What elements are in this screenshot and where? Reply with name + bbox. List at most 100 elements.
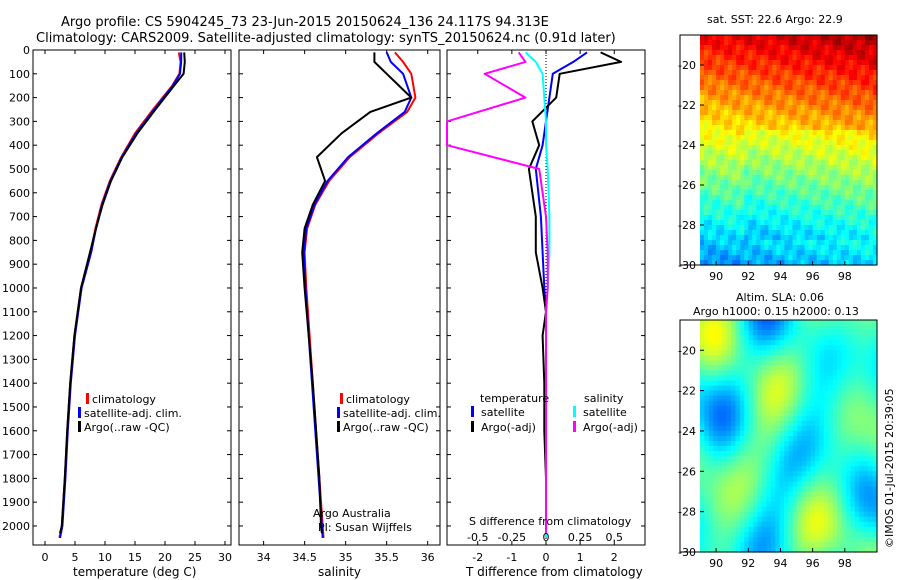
map-cell: [846, 526, 852, 533]
map-cell: [848, 45, 854, 51]
map-cell: [816, 220, 822, 226]
map-cell: [752, 100, 757, 106]
map-cell: [772, 130, 778, 136]
map-cell: [700, 85, 705, 91]
map-cell: [700, 150, 705, 156]
salinity-depth-ticks: [239, 49, 440, 527]
map-cell: [810, 340, 816, 346]
map-cell: [810, 350, 816, 356]
map-cell: [712, 95, 717, 101]
map-cell: [780, 200, 786, 206]
map-cell: [837, 446, 843, 452]
map-cell: [722, 390, 728, 397]
difference-xlabel: T difference from climatology: [465, 565, 643, 579]
map-cell: [812, 210, 818, 216]
map-cell: [764, 260, 769, 266]
map-cell: [722, 456, 728, 462]
map-cell: [766, 365, 772, 372]
map-cell: [788, 135, 794, 141]
map-cell: [713, 536, 719, 543]
map-cell: [780, 135, 786, 141]
map-cell: [704, 405, 710, 412]
map-cell: [872, 360, 878, 366]
map-cell: [820, 140, 826, 146]
map-cell: [863, 390, 869, 397]
map-y-tick-label: -30: [678, 259, 696, 272]
map-cell: [832, 466, 838, 472]
map-cell: [753, 385, 759, 392]
map-cell: [841, 456, 847, 462]
map-cell: [775, 506, 781, 513]
map-cell: [708, 160, 713, 166]
map-cell: [800, 165, 806, 171]
map-cell: [844, 50, 850, 56]
y-tick-label: 1100: [2, 306, 30, 319]
map-cell: [726, 405, 732, 412]
map-cell: [828, 496, 834, 503]
map-cell: [872, 526, 878, 533]
map-cell: [800, 45, 806, 51]
map-cell: [720, 155, 725, 161]
map-cell: [744, 451, 750, 457]
map-cell: [761, 410, 767, 417]
map-cell: [854, 516, 860, 523]
map-cell: [844, 70, 850, 76]
map-cell: [760, 255, 765, 261]
map-cell: [732, 150, 737, 156]
map-cell: [820, 225, 826, 231]
map-cell: [824, 125, 830, 131]
map-cell: [819, 395, 825, 402]
map-cell: [739, 395, 745, 402]
map-cell: [708, 45, 713, 51]
map-cell: [804, 170, 810, 176]
map-x-tick-label: 90: [709, 557, 723, 570]
map-cell: [819, 461, 825, 467]
map-cell: [868, 441, 874, 447]
map-cell: [757, 546, 763, 553]
map-cell: [768, 255, 774, 261]
map-cell: [704, 496, 710, 503]
map-cell: [744, 75, 749, 81]
map-cell: [756, 175, 761, 181]
map-cell: [744, 360, 750, 366]
map-cell: [780, 160, 786, 166]
map-cell: [700, 491, 706, 498]
map-cell: [841, 335, 847, 341]
map-cell: [761, 335, 767, 341]
map-cell: [840, 85, 846, 91]
map-cell: [812, 160, 818, 166]
map-cell: [872, 325, 878, 331]
map-cell: [726, 461, 732, 467]
map-cell: [704, 430, 710, 437]
map-cell: [796, 35, 802, 41]
map-cell: [766, 466, 772, 472]
map-cell: [744, 441, 750, 447]
map-cell: [728, 210, 733, 216]
map-cell: [780, 190, 786, 196]
map-cell: [780, 175, 786, 181]
map-cell: [753, 446, 759, 452]
map-cell: [728, 235, 733, 241]
map-cell: [704, 380, 710, 387]
map-cell: [748, 491, 754, 498]
map-cell: [846, 405, 852, 412]
map-cell: [732, 175, 737, 181]
map-cell: [837, 385, 843, 392]
map-cell: [700, 456, 706, 462]
map-cell: [828, 70, 834, 76]
map-cell: [852, 145, 858, 151]
map-cell: [800, 65, 806, 71]
map-cell: [841, 471, 847, 477]
map-cell: [775, 446, 781, 452]
map-cell: [852, 235, 858, 241]
map-cell: [828, 456, 834, 462]
map-cell: [717, 481, 723, 488]
map-cell: [792, 400, 798, 407]
map-cell: [764, 120, 769, 126]
map-cell: [760, 130, 765, 136]
map-cell: [775, 355, 781, 361]
map-cell: [823, 380, 829, 387]
map-cell: [820, 250, 826, 256]
map-cell: [872, 390, 878, 397]
map-cell: [766, 486, 772, 493]
